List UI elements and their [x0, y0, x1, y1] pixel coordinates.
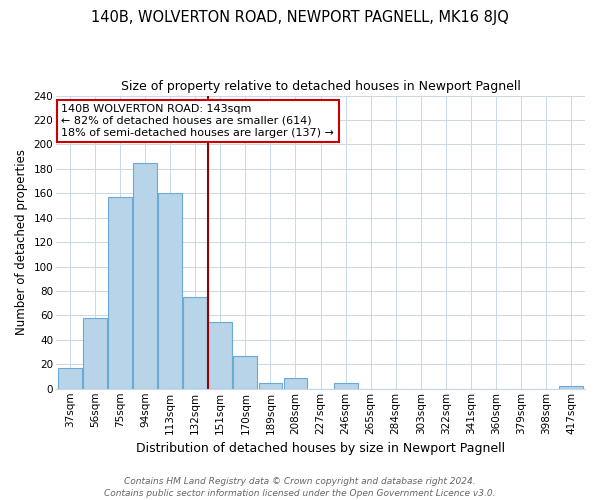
Bar — [233, 356, 257, 389]
Text: 140B, WOLVERTON ROAD, NEWPORT PAGNELL, MK16 8JQ: 140B, WOLVERTON ROAD, NEWPORT PAGNELL, M… — [91, 10, 509, 25]
Bar — [284, 378, 307, 389]
Y-axis label: Number of detached properties: Number of detached properties — [15, 149, 28, 335]
Bar — [183, 297, 207, 389]
Bar — [133, 162, 157, 389]
Bar — [559, 386, 583, 389]
Title: Size of property relative to detached houses in Newport Pagnell: Size of property relative to detached ho… — [121, 80, 520, 93]
X-axis label: Distribution of detached houses by size in Newport Pagnell: Distribution of detached houses by size … — [136, 442, 505, 455]
Text: Contains HM Land Registry data © Crown copyright and database right 2024.
Contai: Contains HM Land Registry data © Crown c… — [104, 476, 496, 498]
Bar — [108, 197, 132, 389]
Bar — [259, 382, 283, 389]
Bar — [58, 368, 82, 389]
Bar — [208, 322, 232, 389]
Bar — [158, 194, 182, 389]
Bar — [334, 382, 358, 389]
Bar — [83, 318, 107, 389]
Text: 140B WOLVERTON ROAD: 143sqm
← 82% of detached houses are smaller (614)
18% of se: 140B WOLVERTON ROAD: 143sqm ← 82% of det… — [61, 104, 334, 138]
